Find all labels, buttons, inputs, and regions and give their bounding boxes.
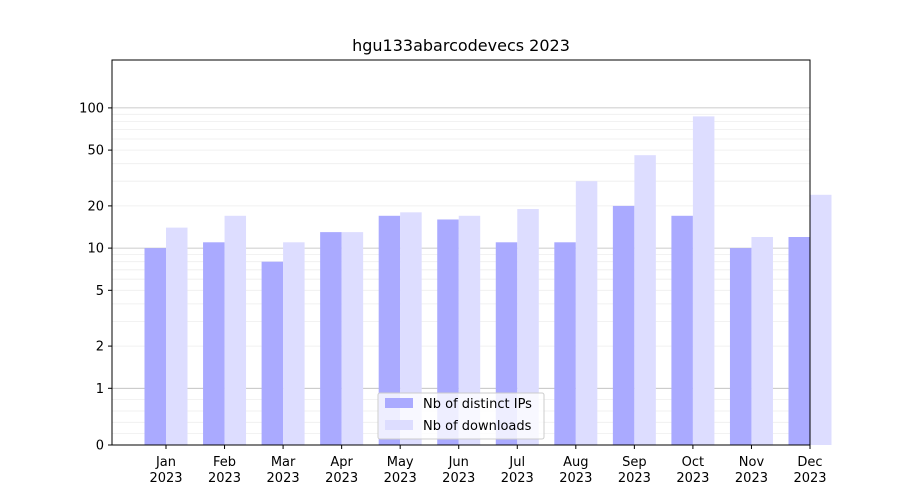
x-tick-label: Jan 2023 (149, 455, 182, 486)
bar-downloads-8 (575, 181, 598, 446)
y-tick-label: 1 (96, 382, 104, 397)
bar-distinct-ips-6 (437, 219, 459, 445)
bar-downloads-3 (283, 242, 305, 445)
x-tick-label: Apr 2023 (325, 455, 358, 486)
bar-downloads-5 (400, 212, 422, 445)
bar-distinct-ips-10 (671, 215, 693, 445)
x-tick-label: Mar 2023 (267, 455, 300, 486)
bar-distinct-ips-9 (612, 205, 635, 445)
bar-distinct-ips-11 (729, 248, 752, 445)
bar-distinct-ips-4 (320, 232, 342, 445)
legend-swatch-downloads (385, 420, 413, 430)
y-tick-label: 100 (79, 101, 104, 116)
x-tick-label: May 2023 (384, 455, 417, 486)
bar-distinct-ips-1 (144, 248, 166, 445)
x-tick-label: Aug 2023 (559, 455, 592, 486)
y-tick-label: 5 (96, 284, 104, 299)
y-axis: 0 1 2 5 10 20 50 100 (79, 101, 112, 454)
bar-distinct-ips-5 (378, 215, 401, 445)
bar-downloads-12 (810, 194, 832, 445)
y-tick-label: 10 (87, 242, 104, 257)
plot-area-frame (111, 59, 811, 446)
x-tick-label: Jul 2023 (501, 455, 534, 486)
legend-swatch-distinct-ips (385, 398, 413, 408)
x-tick-label: Sep 2023 (618, 455, 651, 486)
x-tick-label: Dec 2023 (793, 455, 826, 486)
bar-downloads-1 (166, 227, 188, 445)
bar-downloads-10 (692, 116, 715, 446)
bar-downloads-9 (634, 155, 656, 446)
x-tick-label: Jun 2023 (442, 455, 475, 486)
chart-title: hgu133abarcodevecs 2023 (352, 36, 570, 55)
y-tick-label: 20 (87, 199, 104, 214)
y-tick-label: 2 (96, 340, 104, 355)
y-tick-label: 0 (96, 439, 104, 454)
bar-distinct-ips-12 (788, 236, 810, 445)
x-axis: Jan 2023 Feb 2023 Mar 2023 Apr 2023 May 2023 Jun 20… (149, 445, 827, 486)
y-tick-label: 50 (87, 144, 104, 159)
bar-downloads-7 (517, 209, 539, 445)
bar-downloads-6 (458, 215, 481, 445)
bar-distinct-ips-8 (554, 242, 576, 445)
bars (144, 116, 832, 446)
bar-downloads-4 (341, 232, 364, 445)
legend-label-distinct-ips: Nb of distinct IPs (423, 397, 532, 412)
x-tick-label: Feb 2023 (208, 455, 241, 486)
bar-downloads-2 (224, 215, 247, 445)
bar-distinct-ips-3 (261, 261, 284, 445)
legend-label-downloads: Nb of downloads (423, 419, 532, 434)
bar-downloads-11 (751, 236, 773, 445)
bar-distinct-ips-2 (203, 242, 225, 445)
legend: Nb of distinct IPs Nb of downloads (377, 392, 545, 440)
x-tick-label: Oct 2023 (676, 455, 709, 486)
x-tick-label: Nov 2023 (735, 455, 768, 486)
legend-box (377, 392, 545, 440)
